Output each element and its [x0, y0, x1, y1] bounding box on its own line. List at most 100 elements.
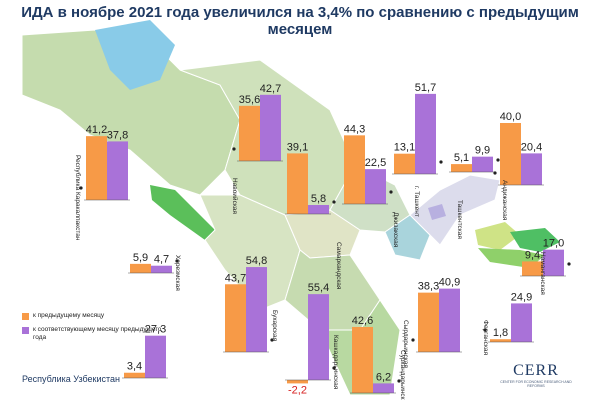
- bar-prev_year-region-4: [308, 205, 329, 214]
- data-label-prev_month-region-13: 1,8: [493, 327, 508, 339]
- map-background: [21, 20, 560, 396]
- bar-prev_month-region-11: [500, 123, 521, 185]
- bar-prev_year-region-14: [145, 335, 166, 378]
- region-label-region-13: Ферганская: [482, 320, 489, 355]
- data-label-prev_year-region-11: 20,4: [521, 141, 542, 153]
- bar-prev_month-region-14: [124, 372, 145, 378]
- bar-prev_year-region-9: [415, 93, 436, 174]
- region-label-region-4: Самаркандская: [335, 242, 342, 290]
- bar-prev_year-region-5: [308, 294, 329, 380]
- data-label-prev_year-region-9: 51,7: [415, 82, 436, 94]
- region-label-region-2: Навоийская: [231, 178, 239, 214]
- data-label-prev_year-region-0: 37,8: [107, 129, 128, 141]
- data-label-prev_month-region-7: 44,3: [344, 123, 365, 135]
- region-label-region-0: Республика Каракалпакстан: [74, 155, 82, 241]
- map-region-khorezm: [150, 185, 215, 240]
- region-marker-region-10: [496, 158, 500, 162]
- bars-layer: 41,2 37,8 Республика Каракалпакстан 5,9 4,7 Х…: [22, 82, 571, 400]
- map-region-tashkent-city: [428, 204, 446, 220]
- region-label-region-10: Ташкентская: [456, 200, 463, 239]
- data-label-prev_month-region-8: 38,3: [418, 281, 439, 293]
- region-marker-region-13: [483, 328, 487, 332]
- bar-prev_year-region-10: [472, 156, 493, 172]
- region-marker-region-3: [270, 338, 274, 342]
- data-label-prev_year-region-13: 24,9: [511, 291, 532, 303]
- region-marker-region-7: [389, 190, 393, 194]
- bar-prev_month-region-12: [522, 261, 543, 276]
- data-label-prev_year-region-8: 40,9: [439, 277, 460, 289]
- bar-prev_year-region-2: [260, 94, 281, 161]
- region-marker-region-12: [567, 262, 571, 266]
- bar-prev_month-region-10: [451, 164, 472, 172]
- data-label-prev_month-region-5: -2,2: [288, 384, 307, 396]
- data-label-prev_year-region-4: 5,8: [311, 193, 326, 205]
- data-label-prev_year-region-1: 4,7: [154, 254, 169, 266]
- bar-prev_month-region-6: [352, 326, 373, 393]
- data-label-prev_month-region-0: 41,2: [86, 124, 107, 136]
- region-label-region-14: Республика Узбекистан: [22, 374, 120, 384]
- region-label-region-3: Бухарская: [271, 310, 278, 342]
- data-label-prev_month-region-6: 42,6: [352, 315, 373, 327]
- legend-label-prev-month: к предыдущему месяцу: [33, 312, 105, 319]
- data-label-prev_month-region-3: 43,7: [225, 272, 246, 284]
- legend-swatch-prev-year: [22, 327, 29, 334]
- legend-item-prev-year: к соответствующему месяцу предыдущего го…: [22, 326, 172, 342]
- region-marker-region-1: [175, 259, 179, 263]
- bar-prev_year-region-12: [543, 249, 564, 276]
- legend-label-prev-year: к соответствующему месяцу предыдущего го…: [33, 326, 162, 341]
- map-region-namangan: [475, 222, 520, 250]
- region-marker-region-9: [439, 160, 443, 164]
- region-label-region-11: Андижанская: [501, 180, 508, 221]
- page-title: ИДА в ноябре 2021 года увеличился на 3,4…: [21, 4, 579, 38]
- region-marker-region-8: [411, 338, 415, 342]
- bar-prev_month-region-1: [130, 263, 151, 273]
- region-label-region-8: Сырдарьинская: [402, 320, 409, 368]
- data-label-prev_month-region-2: 35,6: [239, 94, 260, 106]
- legend-swatch-prev-month: [22, 313, 29, 320]
- region-label-region-1: Хорезмская: [174, 255, 181, 291]
- bar-prev_year-region-1: [151, 265, 172, 273]
- data-label-prev_year-region-2: 42,7: [260, 83, 281, 95]
- region-label-region-9: г. Ташкент: [413, 186, 420, 217]
- region-label-region-12: Наманганская: [539, 252, 546, 295]
- cerr-logo: CERR CENTER FOR ECONOMIC RESEARCH AND RE…: [495, 362, 577, 388]
- logo-name: CERR: [513, 362, 559, 379]
- data-label-prev_year-region-5: 55,4: [308, 282, 329, 294]
- region-marker-region-5: [332, 366, 336, 370]
- region-marker-region-6: [397, 379, 401, 383]
- map-region-syrdarya: [384, 214, 431, 261]
- region-marker-region-11: [493, 171, 497, 175]
- bar-prev_year-region-7: [365, 169, 386, 204]
- data-label-prev_month-region-12: 9,4: [525, 249, 540, 261]
- map-region-andijan: [510, 228, 560, 252]
- bar-prev_month-region-4: [287, 153, 308, 214]
- bar-prev_month-region-2: [239, 105, 260, 161]
- legend: к предыдущему месяцу к соответствующему …: [22, 312, 172, 348]
- region-marker-region-2: [232, 147, 236, 151]
- data-label-prev_month-region-4: 39,1: [287, 141, 308, 153]
- data-label-prev_month-region-9: 13,1: [394, 142, 415, 154]
- bar-prev_year-region-0: [107, 141, 128, 200]
- data-label-prev_month-region-10: 5,1: [454, 152, 469, 164]
- data-label-prev_month-region-1: 5,9: [133, 252, 148, 264]
- data-label-prev_year-region-12: 17,0: [543, 238, 564, 250]
- map-aral-sea: [95, 20, 175, 90]
- bar-prev_year-region-11: [521, 153, 542, 185]
- data-label-prev_year-region-3: 54,8: [246, 255, 267, 267]
- data-label-prev_year-region-10: 9,9: [475, 145, 490, 157]
- data-label-prev_year-region-6: 6,2: [376, 371, 391, 383]
- bar-prev_year-region-8: [439, 288, 460, 352]
- legend-item-prev-month: к предыдущему месяцу: [22, 312, 172, 320]
- region-label-region-5: Кашкадарьинская: [332, 335, 339, 390]
- data-label-prev_month-region-14: 3,4: [127, 361, 142, 373]
- region-label-region-7: Джизакская: [392, 212, 399, 248]
- data-label-prev_year-region-7: 22,5: [365, 157, 386, 169]
- bar-prev_month-region-13: [490, 339, 511, 342]
- bar-prev_month-region-7: [344, 135, 365, 204]
- bar-prev_year-region-6: [373, 383, 394, 393]
- region-marker-region-4: [332, 200, 336, 204]
- bar-prev_month-region-8: [418, 292, 439, 352]
- bar-prev_month-region-5: [287, 380, 308, 384]
- data-label-prev_month-region-11: 40,0: [500, 111, 521, 123]
